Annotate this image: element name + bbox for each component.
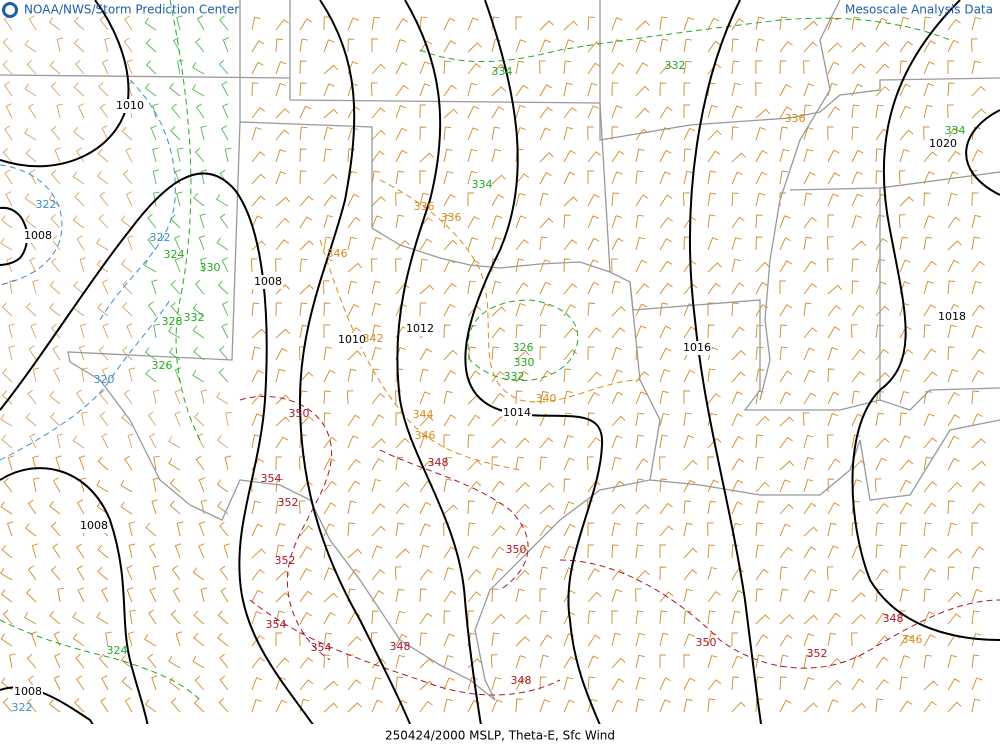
theta-e-label: 320 (94, 373, 115, 386)
theta-e-label: 348 (511, 674, 532, 687)
header-left: NOAA/NWS/Storm Prediction Center (24, 3, 239, 17)
theta-e-label: 326 (513, 341, 534, 354)
theta-e-label: 322 (150, 231, 171, 244)
theta-e-label: 322 (12, 701, 33, 714)
theta-e-label: 328 (162, 315, 183, 328)
theta-e-label: 342 (363, 332, 384, 345)
isobar-label: 1012 (406, 322, 434, 335)
theta-e-label: 340 (536, 392, 557, 405)
isobar-label: 1014 (503, 406, 531, 419)
theta-e-label: 330 (514, 356, 535, 369)
theta-e-label: 350 (696, 636, 717, 649)
isobar-label: 1008 (24, 229, 52, 242)
isobar-label: 1008 (254, 275, 282, 288)
header-right: Mesoscale Analysis Data (845, 3, 993, 17)
theta-e-label: 332 (504, 370, 525, 383)
theta-e-label: 324 (164, 248, 185, 261)
theta-e-label: 324 (107, 644, 128, 657)
theta-e-label: 326 (152, 359, 173, 372)
isobar-label: 1020 (929, 137, 957, 150)
isobar-label: 1010 (116, 99, 144, 112)
theta-e-label: 346 (902, 633, 923, 646)
theta-e-label: 346 (327, 247, 348, 260)
isobar-label: 1008 (14, 685, 42, 698)
isobar-label: 1008 (80, 519, 108, 532)
theta-e-label: 352 (807, 647, 828, 660)
theta-e-label: 350 (289, 407, 310, 420)
theta-e-label: 348 (428, 456, 449, 469)
theta-e-label: 352 (278, 496, 299, 509)
theta-e-label: 332 (665, 59, 686, 72)
theta-e-label: 330 (200, 261, 221, 274)
theta-e-label: 350 (506, 543, 527, 556)
theta-e-label: 334 (492, 65, 513, 78)
theta-e-label: 336 (414, 200, 435, 213)
theta-e-label: 346 (415, 429, 436, 442)
isobar-label: 1016 (683, 341, 711, 354)
theta-e-label: 344 (413, 408, 434, 421)
noaa-logo-inner (5, 5, 15, 15)
theta-e-label: 334 (472, 178, 493, 191)
isobar-label: 1018 (938, 310, 966, 323)
theta-e-label: 336 (441, 211, 462, 224)
theta-e-label: 332 (184, 311, 205, 324)
theta-e-label: 354 (261, 472, 282, 485)
theta-e-label: 348 (390, 640, 411, 653)
theta-e-label: 354 (266, 618, 287, 631)
theta-e-label: 348 (883, 612, 904, 625)
theta-e-label: 336 (785, 112, 806, 125)
theta-e-label: 322 (36, 198, 57, 211)
footer: 250424/2000 MSLP, Theta-E, Sfc Wind (385, 729, 615, 743)
theta-e-label: 334 (945, 124, 966, 137)
theta-e-label: 352 (275, 554, 296, 567)
theta-e-label: 354 (311, 641, 332, 654)
